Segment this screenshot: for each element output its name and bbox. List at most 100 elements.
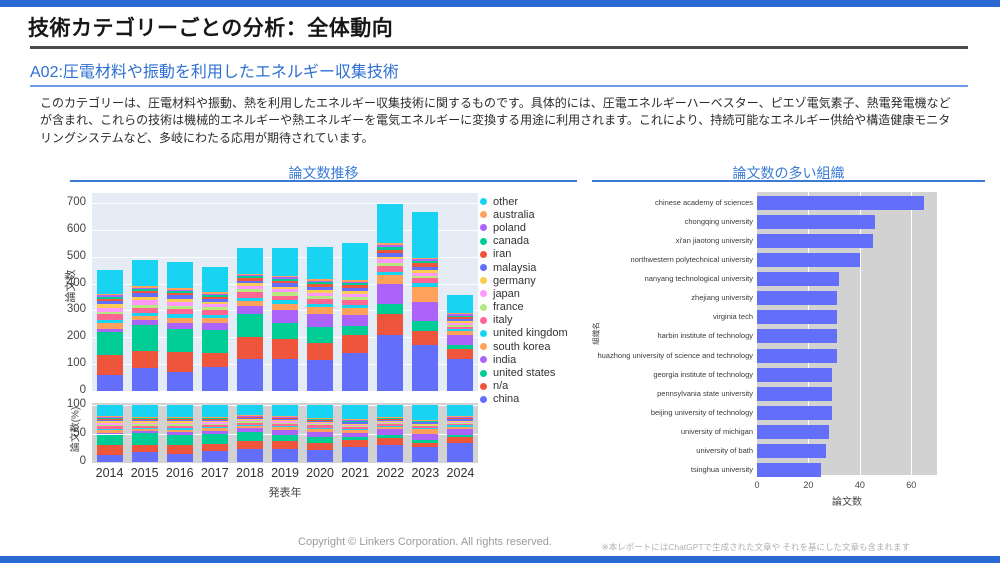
pct-bar-segment-japan xyxy=(236,420,263,422)
pct-bar-segment-japan xyxy=(96,422,123,425)
footer-copyright: Copyright © Linkers Corporation. All rig… xyxy=(298,536,552,548)
pct-bar-segment-india xyxy=(447,429,474,435)
x-tick-label: 2017 xyxy=(200,466,229,480)
legend-label: italy xyxy=(493,314,513,327)
x-tick-label: 2023 xyxy=(411,466,440,480)
x-tick-label: 2024 xyxy=(446,466,475,480)
pct-bar-segment-germany xyxy=(412,423,439,425)
bar-segment-italy xyxy=(166,309,193,315)
bar-segment-na xyxy=(412,330,439,346)
bar-segment-india xyxy=(342,314,369,327)
pct-bar-segment-germany xyxy=(307,422,334,424)
bar-segment-unitedstates xyxy=(272,322,298,339)
pct-bar-segment-germany xyxy=(201,420,228,423)
bar-segment-india xyxy=(272,309,298,323)
bar-segment-italy xyxy=(307,298,334,305)
org-title-underline xyxy=(592,180,985,182)
bar-segment-italy xyxy=(377,266,404,272)
pct-bar-segment-poland xyxy=(272,416,298,418)
pct-bar-segment-malaysia xyxy=(272,419,298,421)
pct-bar-segment-germany xyxy=(236,419,263,421)
bar-segment-poland xyxy=(201,293,228,296)
bar-segment-canada xyxy=(236,276,263,279)
trend-title-underline xyxy=(70,180,577,182)
pct-bar-segment-iran xyxy=(272,418,298,420)
pct-bar-segment-other xyxy=(236,405,263,416)
bar-segment-unitedstates xyxy=(201,329,228,353)
org-label: chinese academy of sciences xyxy=(655,198,753,207)
pct-bar-segment-na xyxy=(342,440,369,448)
org-bar xyxy=(757,329,837,344)
pct-bar-segment-india xyxy=(307,431,334,437)
legend-item: poland xyxy=(480,221,590,234)
pct-bar-segment-na xyxy=(131,444,158,452)
pct-bar-segment-unitedkingdom xyxy=(96,428,123,431)
pct-bar-segment-southkorea xyxy=(272,427,298,430)
pct-bar-segment-italy xyxy=(236,422,263,425)
bar-segment-canada xyxy=(131,288,158,292)
bar-segment-china xyxy=(412,345,439,391)
org-label: university of bath xyxy=(696,445,753,455)
pct-bar-segment-poland xyxy=(307,418,334,419)
bar-segment-iran xyxy=(307,284,334,288)
x-axis-title: 論文数 xyxy=(832,497,862,508)
pct-bar-segment-southkorea xyxy=(201,428,228,431)
bar-segment-germany xyxy=(447,321,474,323)
bar-segment-india xyxy=(131,319,158,326)
y-tick-label: 600 xyxy=(66,222,86,235)
pct-bar-segment-germany xyxy=(166,421,193,423)
pct-bar-segment-poland xyxy=(201,417,228,418)
org-label: harbin institute of technology xyxy=(657,331,753,341)
bar-segment-unitedstates xyxy=(307,327,334,343)
pct-bar-segment-iran xyxy=(236,417,263,419)
pct-bar-segment-germany xyxy=(377,420,404,422)
bar-segment-japan xyxy=(236,285,263,290)
bar-segment-australia xyxy=(236,273,263,275)
legend-item: australia xyxy=(480,208,590,221)
pct-bar-segment-canada xyxy=(272,417,298,419)
y-tick-label: 400 xyxy=(66,276,86,289)
pct-bar-segment-france xyxy=(166,424,193,426)
bar-segment-iran xyxy=(131,291,158,294)
bar-segment-australia xyxy=(412,257,439,260)
bar-segment-other xyxy=(131,259,158,287)
pct-bar-segment-china xyxy=(131,451,158,462)
pct-bar-segment-iran xyxy=(412,421,439,423)
bar-segment-na xyxy=(96,354,123,376)
bar-segment-poland xyxy=(236,274,263,277)
x-tick-label: 2022 xyxy=(376,466,405,480)
org-bar xyxy=(757,272,840,287)
bar-segment-unitedstates xyxy=(131,325,158,351)
pct-bar-segment-canada xyxy=(201,417,228,419)
bar-segment-na xyxy=(447,349,474,359)
bar-segment-southkorea xyxy=(166,317,193,323)
bar-segment-unitedkingdom xyxy=(166,314,193,318)
bar-segment-iran xyxy=(272,281,298,284)
legend-label: iran xyxy=(493,248,512,261)
bar-segment-poland xyxy=(412,259,439,262)
pct-bar-segment-canada xyxy=(236,416,263,418)
category-description: このカテゴリーは、圧電材料や振動、熱を利用したエネルギー収集技術に関するものです… xyxy=(40,96,951,145)
trend-chart-title: 論文数推移 xyxy=(288,165,359,181)
pct-bar-segment-unitedstates xyxy=(342,437,369,441)
bar-segment-other xyxy=(272,247,298,277)
pct-bar-segment-france xyxy=(412,425,439,427)
pct-bar-segment-china xyxy=(201,451,228,462)
pct-bar-segment-canada xyxy=(377,418,404,419)
bar-segment-india xyxy=(307,314,334,328)
bar-segment-japan xyxy=(412,272,439,276)
pct-bar-segment-southkorea xyxy=(131,429,158,432)
bar-segment-italy xyxy=(131,307,158,313)
bar-segment-japan xyxy=(201,304,228,308)
bar-segment-southkorea xyxy=(307,307,334,315)
pct-bar-segment-india xyxy=(377,429,404,436)
pct-bar-segment-china xyxy=(307,449,334,462)
bar-segment-iran xyxy=(236,278,263,281)
bar-segment-southkorea xyxy=(377,274,404,285)
bar-segment-germany xyxy=(96,303,123,308)
pct-bar-segment-other xyxy=(307,405,334,418)
pct-bar-segment-germany xyxy=(272,420,298,422)
org-label: nanyang technological university xyxy=(644,274,753,284)
bar-segment-poland xyxy=(342,281,369,284)
bar-segment-australia xyxy=(447,313,474,315)
